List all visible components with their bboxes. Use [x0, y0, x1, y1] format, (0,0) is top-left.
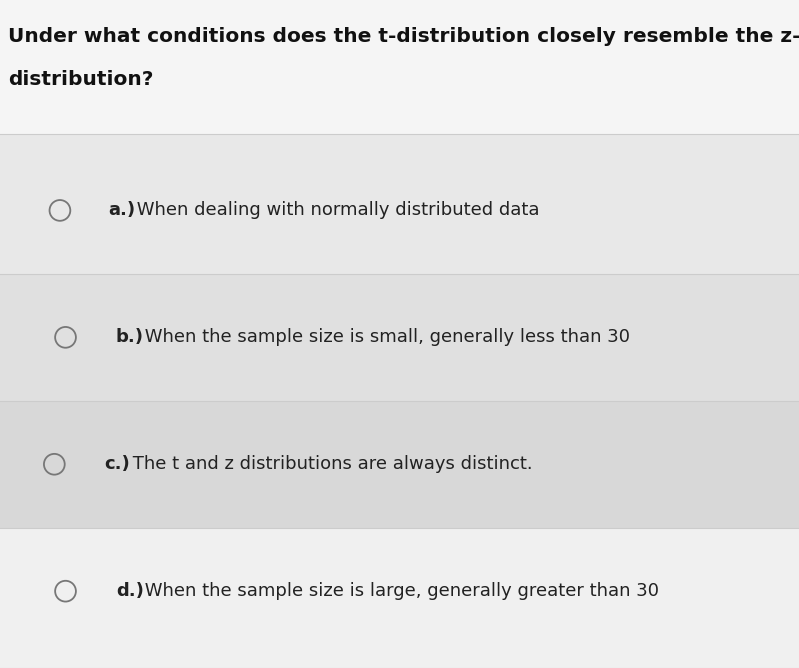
Text: The t and z distributions are always distinct.: The t and z distributions are always dis…	[126, 456, 532, 473]
FancyBboxPatch shape	[0, 134, 799, 274]
Text: c.): c.)	[104, 456, 129, 473]
Text: When dealing with normally distributed data: When dealing with normally distributed d…	[131, 202, 539, 219]
Text: b.): b.)	[116, 329, 144, 346]
Text: d.): d.)	[116, 582, 144, 600]
Text: When the sample size is large, generally greater than 30: When the sample size is large, generally…	[139, 582, 658, 600]
FancyBboxPatch shape	[0, 274, 799, 401]
FancyBboxPatch shape	[0, 0, 799, 134]
Text: a.): a.)	[108, 202, 135, 219]
Text: distribution?: distribution?	[8, 70, 153, 89]
Text: When the sample size is small, generally less than 30: When the sample size is small, generally…	[139, 329, 630, 346]
Text: Under what conditions does the t-distribution closely resemble the z-: Under what conditions does the t-distrib…	[8, 27, 799, 45]
FancyBboxPatch shape	[0, 401, 799, 528]
FancyBboxPatch shape	[0, 0, 799, 134]
